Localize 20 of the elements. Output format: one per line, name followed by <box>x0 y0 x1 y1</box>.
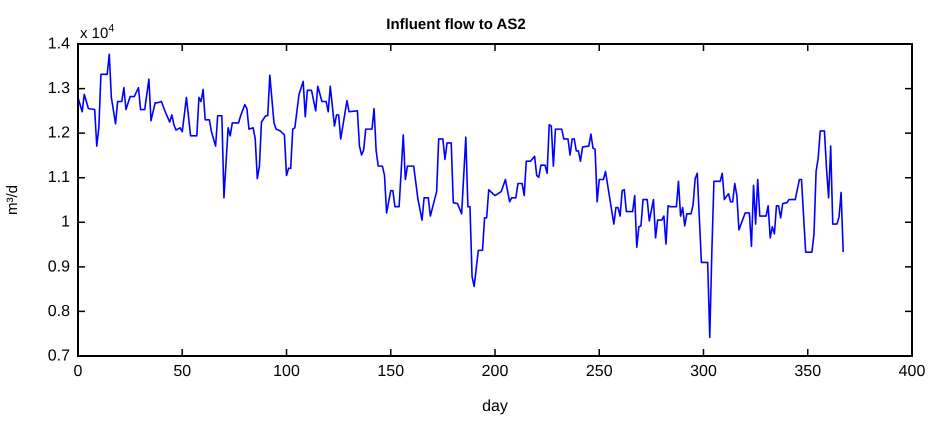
y-tick-label: 1.4 <box>48 35 70 52</box>
y-tick-label: 1.3 <box>48 80 70 97</box>
y-tick-label: 0.8 <box>48 302 70 320</box>
x-tick-label: 350 <box>794 363 822 380</box>
y-tick-label: 1 <box>61 214 70 231</box>
chart-title: Influent flow to AS2 <box>386 16 526 34</box>
x-tick-label: 300 <box>690 363 717 380</box>
y-tick-label: 1.2 <box>48 124 70 142</box>
x-tick-label: 250 <box>586 363 613 380</box>
x-tick-label: 200 <box>482 363 508 380</box>
x-axis-title: day <box>482 398 508 415</box>
y-tick-label: 0.7 <box>48 347 70 364</box>
x-tick-label: 100 <box>273 363 300 380</box>
y-tick-label: 1.1 <box>48 169 70 186</box>
x-tick-label: 400 <box>898 363 926 380</box>
x-tick-label: 0 <box>74 363 83 380</box>
x-tick-label: 150 <box>377 363 404 380</box>
x-tick-label: 50 <box>173 363 192 380</box>
y-tick-label: 0.9 <box>48 258 70 276</box>
y-axis-title: m³/d <box>4 185 22 215</box>
